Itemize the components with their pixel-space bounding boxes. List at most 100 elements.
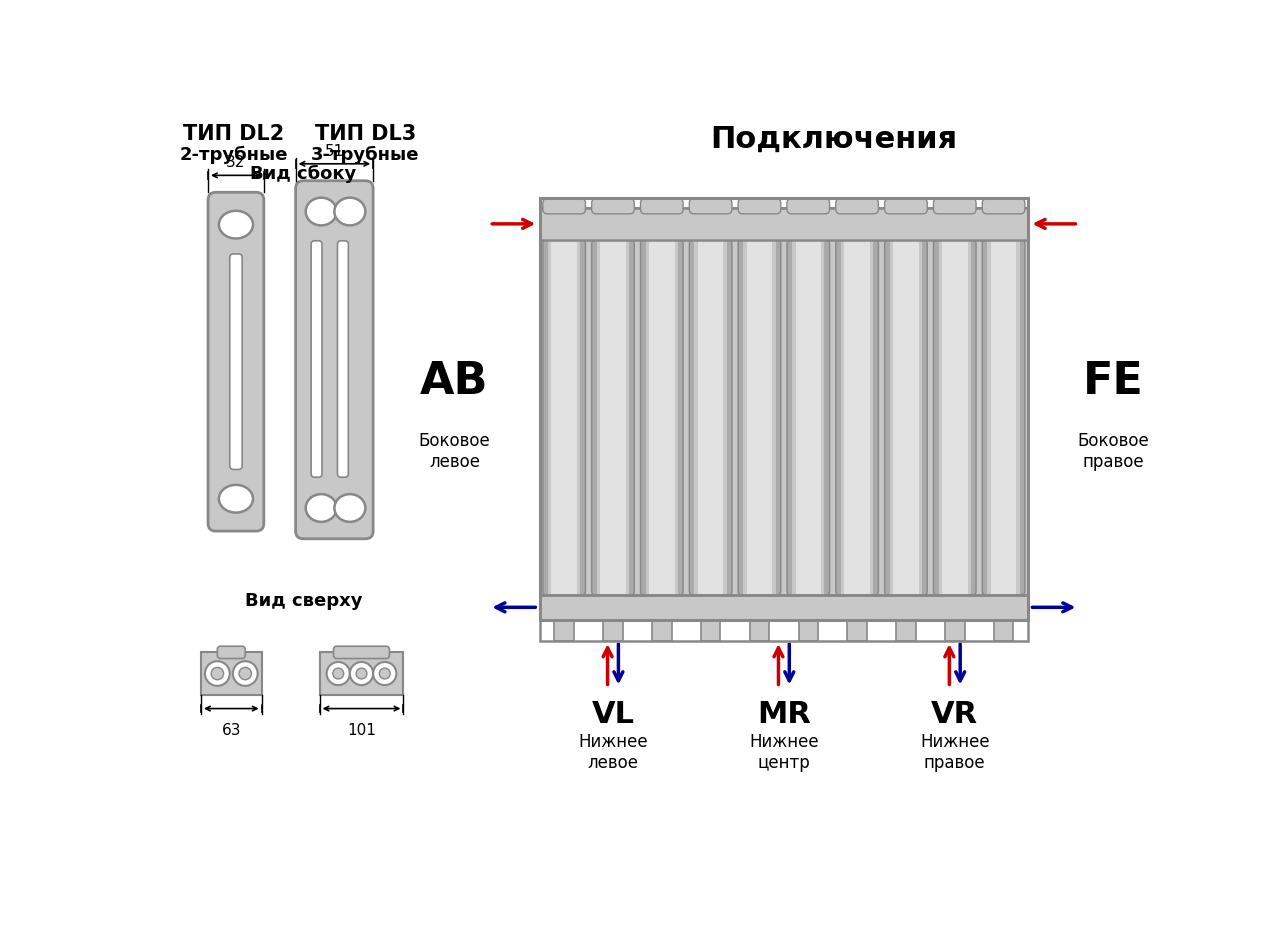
Ellipse shape [211,667,224,680]
FancyBboxPatch shape [739,199,781,214]
Bar [795,241,820,595]
Bar [554,620,573,641]
Text: Вид сверху: Вид сверху [244,592,362,609]
Ellipse shape [374,663,397,685]
Text: Нижнее
правое: Нижнее правое [920,732,989,771]
Bar [739,241,744,595]
Ellipse shape [219,486,253,513]
Text: Подключения: Подключения [710,124,957,154]
Bar [640,241,684,595]
Text: 3-трубные: 3-трубные [311,146,420,164]
Bar [630,241,635,595]
Bar [836,241,878,595]
Ellipse shape [356,668,367,680]
Bar [591,241,635,595]
FancyBboxPatch shape [982,199,1025,214]
FancyBboxPatch shape [311,241,323,477]
Text: AB: AB [420,359,489,402]
Bar [893,241,919,595]
Bar [993,620,1014,641]
Bar [727,241,732,595]
Text: VL: VL [591,699,635,728]
Ellipse shape [333,668,343,680]
Text: Вид сбоку: Вид сбоку [251,165,357,183]
FancyBboxPatch shape [296,182,374,539]
FancyBboxPatch shape [209,193,264,532]
Ellipse shape [306,198,337,227]
Text: 2-трубные: 2-трубные [179,146,288,164]
Bar [972,241,977,595]
FancyBboxPatch shape [787,199,829,214]
Bar [540,595,1028,641]
Bar [701,620,721,641]
Bar [552,241,577,595]
Bar [750,620,769,641]
Bar [847,620,867,641]
Bar [746,241,772,595]
Bar [824,241,829,595]
Bar [698,241,723,595]
Bar [690,241,732,595]
Text: ТИП DL2: ТИП DL2 [183,124,284,144]
Bar [591,241,596,595]
Bar [982,241,1025,595]
Bar [543,241,585,595]
Bar [690,241,695,595]
Text: Нижнее
левое: Нижнее левое [579,732,648,771]
Bar [540,199,1028,620]
Text: FE: FE [1083,359,1144,402]
Bar [884,241,890,595]
Bar [933,241,977,595]
Bar [922,241,927,595]
Bar [945,620,965,641]
FancyBboxPatch shape [218,647,246,659]
Bar [739,241,781,595]
Bar [845,241,870,595]
FancyBboxPatch shape [334,647,389,659]
Bar [776,241,781,595]
Ellipse shape [334,198,365,227]
Ellipse shape [326,663,349,685]
Bar [896,620,915,641]
Bar [543,241,548,595]
FancyBboxPatch shape [836,199,878,214]
Bar [540,209,1028,620]
Bar [787,241,792,595]
Bar [649,241,675,595]
Bar [678,241,684,595]
Bar [540,209,1028,241]
Ellipse shape [219,212,253,240]
Bar [600,241,626,595]
Text: 32: 32 [227,155,246,170]
Bar [942,241,968,595]
Text: Боковое
правое: Боковое правое [1078,431,1149,470]
Bar [787,241,829,595]
Bar [884,241,927,595]
Bar [320,652,403,695]
FancyBboxPatch shape [640,199,684,214]
Text: 63: 63 [221,723,241,738]
FancyBboxPatch shape [933,199,977,214]
Bar [640,241,645,595]
Ellipse shape [233,662,257,686]
Bar [836,241,841,595]
Bar [933,241,938,595]
Bar [201,652,261,695]
Text: Нижнее
центр: Нижнее центр [749,732,819,771]
Text: 101: 101 [347,723,376,738]
Bar [991,241,1016,595]
Ellipse shape [349,663,374,685]
Text: ТИП DL3: ТИП DL3 [315,124,416,144]
Bar [540,595,1028,620]
Bar [799,620,818,641]
Ellipse shape [379,668,390,680]
Ellipse shape [205,662,229,686]
FancyBboxPatch shape [229,255,242,470]
Ellipse shape [239,667,251,680]
Text: 51: 51 [325,143,344,158]
Bar [603,620,623,641]
FancyBboxPatch shape [338,241,348,477]
Bar [580,241,585,595]
Text: Боковое
левое: Боковое левое [419,431,490,470]
Ellipse shape [334,494,365,522]
